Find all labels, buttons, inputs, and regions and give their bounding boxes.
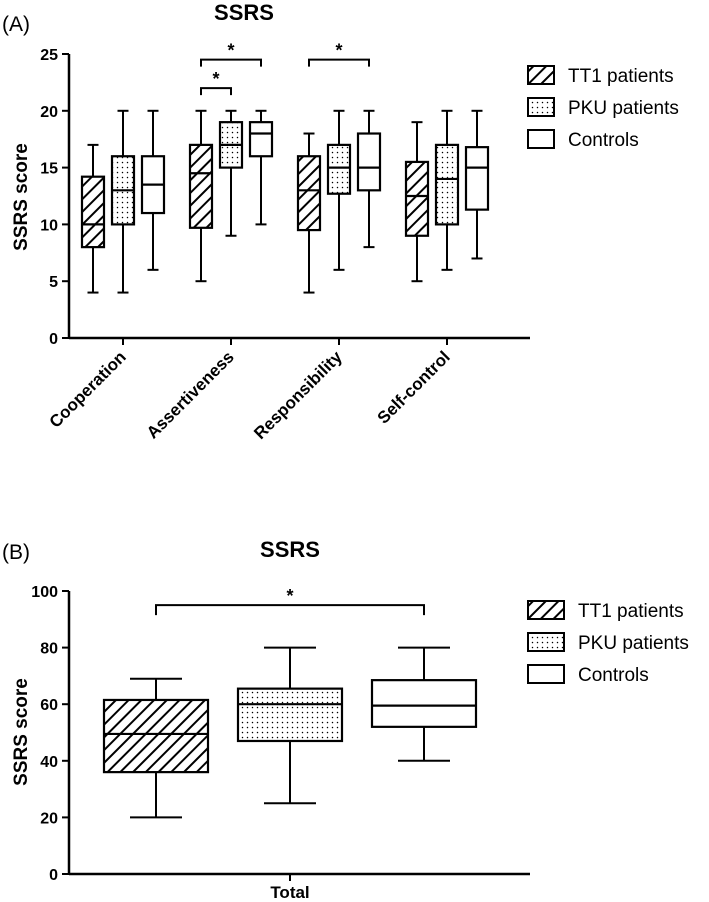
box-iqr bbox=[356, 132, 382, 192]
box-iqr bbox=[248, 121, 274, 158]
y-tick-label: 0 bbox=[49, 331, 58, 348]
panel-b-plot: 0 20 40 60 80 100 Total * TT1 patients PKU patien… bbox=[31, 584, 689, 902]
significance-star: * bbox=[212, 69, 219, 89]
y-tick-label: 100 bbox=[31, 584, 58, 601]
box-controls-1 bbox=[248, 109, 274, 226]
box-iqr bbox=[102, 698, 210, 774]
y-tick-label: 20 bbox=[40, 104, 58, 121]
significance-star: * bbox=[286, 586, 293, 606]
box-iqr bbox=[404, 160, 430, 237]
box-tt1-patients-3 bbox=[404, 121, 430, 283]
x-category-label: Self-control bbox=[374, 347, 454, 427]
box-controls-0 bbox=[140, 109, 166, 271]
panel-b-title: SSRS bbox=[260, 537, 320, 562]
box-iqr bbox=[326, 143, 352, 195]
legend-label: TT1 patients bbox=[578, 601, 684, 622]
y-tick-label: 25 bbox=[40, 47, 58, 64]
box-pku-patients-0 bbox=[236, 646, 344, 805]
y-tick-label: 20 bbox=[40, 810, 58, 827]
y-tick-label: 0 bbox=[49, 867, 58, 884]
legend-swatch bbox=[527, 664, 565, 684]
legend-label: Controls bbox=[568, 130, 639, 151]
x-category-label: Cooperation bbox=[46, 347, 130, 431]
legend-swatch bbox=[527, 632, 565, 652]
significance-star: * bbox=[335, 41, 342, 61]
legend-label: PKU patients bbox=[578, 633, 689, 654]
panel-a-label: (A) bbox=[2, 13, 30, 36]
significance-bracket bbox=[200, 87, 232, 96]
box-controls-3 bbox=[464, 109, 490, 260]
box-tt1-patients-2 bbox=[296, 132, 322, 294]
box-controls-2 bbox=[356, 109, 382, 249]
x-category-label: Assertiveness bbox=[143, 347, 238, 442]
legend-swatch bbox=[527, 97, 555, 117]
legend-label: PKU patients bbox=[568, 98, 679, 119]
y-tick-label: 15 bbox=[40, 161, 58, 178]
panel-a-title: SSRS bbox=[214, 0, 274, 25]
box-iqr bbox=[464, 146, 490, 211]
box-pku-patients-0 bbox=[110, 109, 136, 294]
box-tt1-patients-0 bbox=[80, 143, 106, 294]
x-category-label: Responsibility bbox=[250, 347, 346, 443]
legend-swatch bbox=[527, 600, 565, 620]
legend-swatch bbox=[527, 129, 555, 149]
panel-a-plot: 0 5 10 15 20 25 Cooperation Assertiveness Respon… bbox=[40, 41, 679, 443]
box-pku-patients-2 bbox=[326, 109, 352, 271]
box-pku-patients-3 bbox=[434, 109, 460, 271]
box-iqr bbox=[188, 143, 214, 229]
panel-b-label: (B) bbox=[2, 541, 30, 564]
significance-bracket bbox=[155, 604, 425, 616]
panel-a-y-axis-label: SSRS score bbox=[11, 143, 32, 251]
legend-label: TT1 patients bbox=[568, 66, 674, 87]
box-iqr bbox=[80, 175, 106, 249]
box-iqr bbox=[434, 143, 460, 226]
legend-swatch bbox=[527, 65, 555, 85]
significance-bracket bbox=[308, 58, 370, 67]
box-iqr bbox=[296, 155, 322, 232]
y-tick-label: 80 bbox=[40, 641, 58, 658]
box-tt1-patients-0 bbox=[102, 677, 210, 819]
y-tick-label: 5 bbox=[49, 274, 58, 291]
legend-label: Controls bbox=[578, 665, 649, 686]
significance-star: * bbox=[227, 41, 234, 61]
panel-b-y-axis-label: SSRS score bbox=[11, 678, 32, 786]
y-tick-label: 10 bbox=[40, 217, 58, 234]
y-tick-label: 40 bbox=[40, 754, 58, 771]
box-iqr bbox=[370, 679, 478, 728]
y-tick-label: 60 bbox=[40, 697, 58, 714]
box-tt1-patients-1 bbox=[188, 109, 214, 283]
box-iqr bbox=[236, 687, 344, 743]
box-controls-0 bbox=[370, 646, 478, 762]
significance-bracket bbox=[200, 58, 262, 67]
x-category-label: Total bbox=[270, 883, 309, 902]
box-pku-patients-1 bbox=[218, 109, 244, 237]
